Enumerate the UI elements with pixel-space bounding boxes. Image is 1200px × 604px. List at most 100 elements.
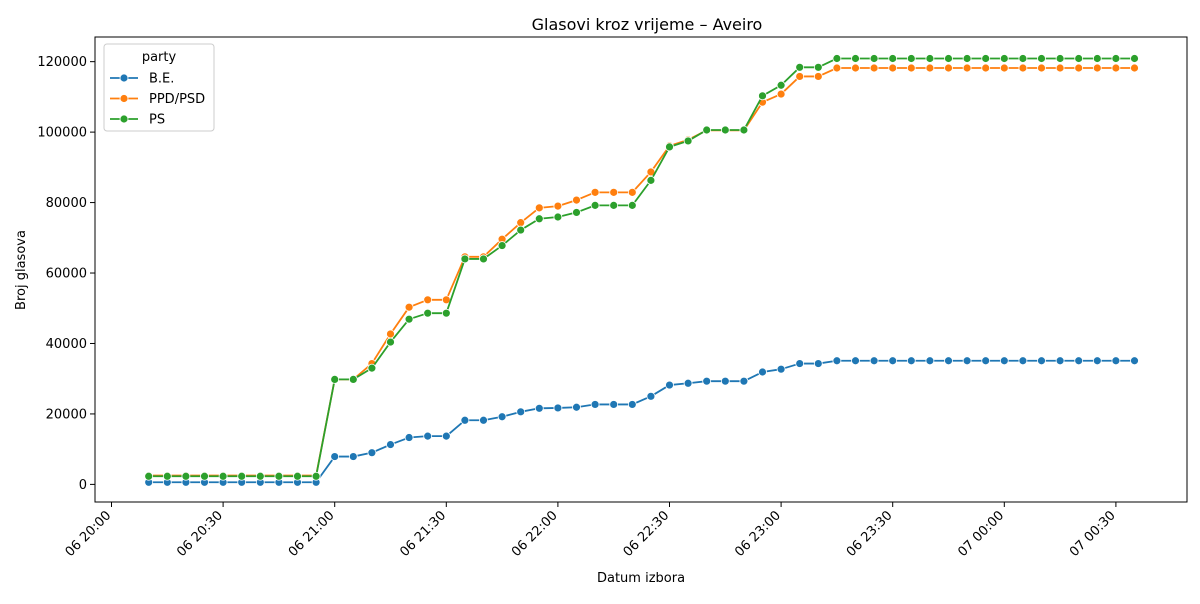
- data-point: [572, 195, 581, 205]
- data-point: [720, 376, 730, 386]
- data-point: [758, 367, 767, 377]
- data-point: [906, 356, 916, 366]
- data-point: [627, 400, 637, 409]
- data-point: [999, 356, 1009, 366]
- legend-swatch-marker: [119, 94, 129, 103]
- y-axis-ticks: 0 20000 40000 60000 80000 100000 120000: [37, 55, 95, 493]
- legend-entry: PS: [110, 113, 165, 128]
- y-tick-label: 60000: [46, 267, 87, 282]
- data-point: [1018, 54, 1028, 63]
- data-point: [683, 378, 693, 388]
- data-point: [200, 471, 209, 481]
- y-tick-label: 20000: [46, 407, 87, 422]
- data-point: [330, 452, 340, 461]
- y-axis-label: Broj glasova: [14, 230, 29, 310]
- data-point: [1037, 54, 1046, 63]
- data-point: [553, 201, 563, 211]
- data-point: [534, 203, 544, 213]
- data-point: [516, 225, 526, 235]
- data-point: [293, 471, 302, 481]
- data-point: [869, 54, 879, 63]
- data-point: [851, 54, 860, 63]
- legend-label: B.E.: [149, 72, 174, 87]
- y-tick-label: 80000: [46, 196, 87, 211]
- data-point: [1055, 54, 1065, 63]
- legend: party B.E. PPD/PSD PS: [103, 43, 215, 132]
- data-point: [962, 54, 972, 63]
- data-point: [1074, 356, 1084, 366]
- data-point: [795, 62, 805, 72]
- data-point: [646, 175, 656, 185]
- y-tick-label: 120000: [37, 55, 87, 70]
- data-point: [683, 136, 693, 146]
- data-point: [776, 364, 786, 374]
- data-point: [925, 356, 935, 366]
- series-group: [144, 54, 1139, 481]
- data-point: [348, 452, 358, 461]
- data-point: [144, 471, 154, 481]
- data-point: [162, 471, 172, 481]
- data-point: [999, 63, 1009, 73]
- data-point: [404, 433, 414, 442]
- data-point: [795, 72, 805, 81]
- chart-title: Glasovi kroz vrijeme – Aveiro: [532, 15, 763, 34]
- data-point: [1092, 63, 1102, 73]
- data-point: [1018, 63, 1028, 73]
- data-point: [776, 89, 786, 99]
- data-point: [702, 376, 712, 386]
- data-point: [869, 356, 879, 366]
- data-point: [962, 356, 972, 366]
- data-point: [237, 471, 247, 481]
- data-point: [627, 187, 637, 197]
- data-point: [906, 54, 916, 63]
- data-point: [423, 308, 433, 318]
- data-point: [869, 63, 879, 73]
- data-point: [553, 403, 563, 413]
- series-group: [144, 356, 1139, 487]
- data-point: [944, 63, 953, 73]
- data-point: [460, 254, 470, 264]
- legend-label: PPD/PSD: [149, 92, 205, 107]
- data-point: [813, 359, 823, 368]
- data-point: [181, 471, 191, 481]
- legend-title: party: [142, 50, 177, 65]
- data-point: [441, 431, 451, 441]
- y-tick-label: 0: [79, 478, 87, 493]
- data-point: [516, 407, 526, 417]
- plot-frame: [94, 36, 1188, 503]
- data-point: [423, 295, 433, 305]
- data-point: [981, 54, 991, 63]
- data-point: [1055, 356, 1065, 366]
- data-point: [609, 187, 619, 197]
- data-point: [423, 431, 433, 441]
- y-tick-label: 100000: [37, 126, 87, 141]
- data-point: [479, 415, 488, 425]
- data-point: [1092, 54, 1102, 63]
- data-point: [590, 200, 600, 210]
- data-point: [534, 403, 544, 413]
- data-point: [925, 54, 935, 63]
- data-point: [1111, 63, 1121, 73]
- data-point: [888, 54, 898, 63]
- data-point: [404, 314, 414, 324]
- data-point: [386, 329, 395, 339]
- data-point: [944, 54, 953, 63]
- data-point: [441, 308, 451, 318]
- data-point: [851, 63, 860, 73]
- data-point: [851, 356, 860, 366]
- data-point: [906, 63, 916, 73]
- data-point: [572, 208, 581, 217]
- data-point: [1018, 356, 1028, 366]
- data-point: [702, 125, 712, 135]
- legend-entries: B.E. PPD/PSD PS: [110, 72, 205, 128]
- data-point: [627, 200, 637, 210]
- data-point: [776, 80, 786, 90]
- legend-entry: B.E.: [110, 72, 174, 87]
- data-point: [1111, 54, 1121, 63]
- data-point: [590, 400, 600, 409]
- legend-entry: PPD/PSD: [110, 92, 205, 107]
- data-point: [590, 187, 600, 197]
- data-point: [460, 415, 470, 425]
